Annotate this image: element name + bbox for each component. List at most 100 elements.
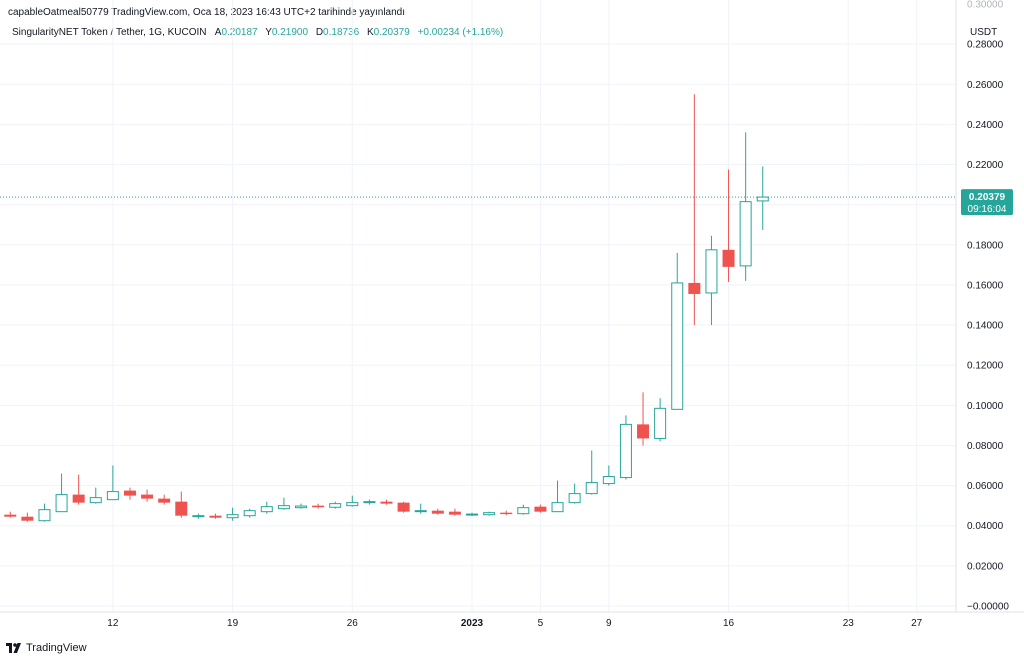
- candle-up: [671, 252, 684, 410]
- candles: [4, 94, 769, 522]
- time-axis[interactable]: 12 19 26 2023 5 9 16 23 27: [107, 618, 922, 629]
- chart-legend: SingularityNET Token / Tether, 1G, KUCOI…: [12, 27, 503, 38]
- candle-up: [756, 166, 769, 231]
- candle-body: [72, 494, 85, 503]
- time-tick-label: 19: [227, 618, 239, 629]
- candle-body: [568, 493, 581, 504]
- legend-change: +0.00234 (+1.16%): [417, 27, 504, 38]
- price-tick-label: 0.04000: [967, 521, 1004, 532]
- candle-up: [89, 487, 102, 504]
- candle-up: [517, 504, 530, 515]
- candle-body: [363, 501, 376, 504]
- candle-down: [141, 489, 154, 502]
- candle-body: [671, 282, 684, 410]
- candle-body: [756, 196, 769, 202]
- candle-body: [551, 502, 564, 513]
- candle-up: [346, 495, 359, 507]
- candle-body: [431, 510, 444, 514]
- candle-body: [448, 511, 461, 515]
- price-tick-label: 0.24000: [967, 120, 1004, 131]
- candle-down: [431, 508, 444, 515]
- candle-down: [500, 510, 513, 516]
- candle-body: [209, 515, 222, 518]
- candle-body: [534, 506, 547, 512]
- candle-up: [243, 508, 256, 518]
- candle-body: [517, 507, 530, 515]
- candle-down: [312, 503, 325, 509]
- price-tick-label: 0.02000: [967, 561, 1004, 572]
- footer-brand[interactable]: TradingView: [6, 642, 87, 654]
- legend-close-label: K: [366, 27, 374, 38]
- candle-up: [260, 501, 273, 514]
- candle-down: [722, 169, 735, 282]
- candle-body: [585, 482, 598, 495]
- price-tick-label: 0.06000: [967, 481, 1004, 492]
- price-tick-label: 0.16000: [967, 280, 1004, 291]
- candle-up: [55, 473, 68, 513]
- published-line: capableOatmeal50779 TradingView.com, Oca…: [8, 7, 406, 18]
- candle-down: [72, 474, 85, 505]
- time-tick-label: 2023: [461, 618, 484, 629]
- candle-up: [414, 503, 427, 514]
- price-tick-label-partial: 0.30000: [967, 0, 1004, 11]
- price-tick-label: 0.08000: [967, 441, 1004, 452]
- candle-body: [106, 491, 119, 501]
- candle-body: [175, 501, 188, 516]
- candle-body: [500, 512, 513, 515]
- candle-body: [688, 282, 701, 294]
- candle-body: [277, 505, 290, 510]
- candle-body: [705, 249, 718, 294]
- candle-body: [466, 513, 479, 516]
- candle-down: [397, 501, 410, 513]
- candle-body: [602, 476, 615, 485]
- time-tick-label: 9: [606, 618, 612, 629]
- legend-high-label: Y: [265, 27, 272, 38]
- candle-body: [414, 510, 427, 513]
- price-tick-label: 0.28000: [967, 40, 1004, 51]
- time-tick-label: 16: [723, 618, 735, 629]
- price-tick-label: 0.12000: [967, 361, 1004, 372]
- time-tick-label: 23: [843, 618, 855, 629]
- candle-up: [551, 480, 564, 513]
- candle-down: [448, 508, 461, 516]
- candle-down: [209, 513, 222, 519]
- candle-up: [602, 465, 615, 486]
- time-tick-label: 26: [347, 618, 359, 629]
- candle-down: [637, 392, 650, 446]
- tradingview-logo-icon: [6, 643, 21, 653]
- candle-up: [483, 511, 496, 516]
- legend-low-label: D: [315, 27, 324, 38]
- candle-up: [739, 132, 752, 281]
- candle-down: [175, 491, 188, 518]
- candle-up: [654, 398, 667, 442]
- price-axis[interactable]: 0.280000.260000.240000.220000.200000.180…: [957, 0, 1024, 612]
- candle-body: [739, 201, 752, 267]
- candle-up: [466, 512, 479, 517]
- candle-body: [38, 509, 51, 522]
- price-tick-label: 0.26000: [967, 80, 1004, 91]
- candle-up: [568, 483, 581, 504]
- currency-label: USDT: [970, 27, 997, 38]
- candle-body: [329, 503, 342, 508]
- candle-body: [722, 249, 735, 267]
- candle-body: [4, 514, 17, 517]
- candle-body: [294, 505, 307, 509]
- legend-symbol[interactable]: SingularityNET Token / Tether, 1G, KUCOI…: [12, 27, 207, 38]
- price-tick-label: 0.10000: [967, 401, 1004, 412]
- candle-body: [654, 407, 667, 439]
- time-tick-label: 12: [107, 618, 119, 629]
- candle-up: [106, 465, 119, 501]
- last-price-value: 0.20379: [969, 192, 1006, 203]
- candle-body: [397, 502, 410, 512]
- last-price-badge: [961, 189, 1013, 216]
- candle-body: [89, 497, 102, 504]
- price-tick-label: 0.18000: [967, 240, 1004, 251]
- legend-open-label: A: [214, 27, 222, 38]
- candle-down: [123, 487, 136, 500]
- last-price-countdown: 09:16:04: [968, 204, 1007, 215]
- candle-body: [380, 501, 393, 504]
- candle-up: [329, 501, 342, 509]
- candle-body: [637, 424, 650, 439]
- candle-down: [380, 499, 393, 505]
